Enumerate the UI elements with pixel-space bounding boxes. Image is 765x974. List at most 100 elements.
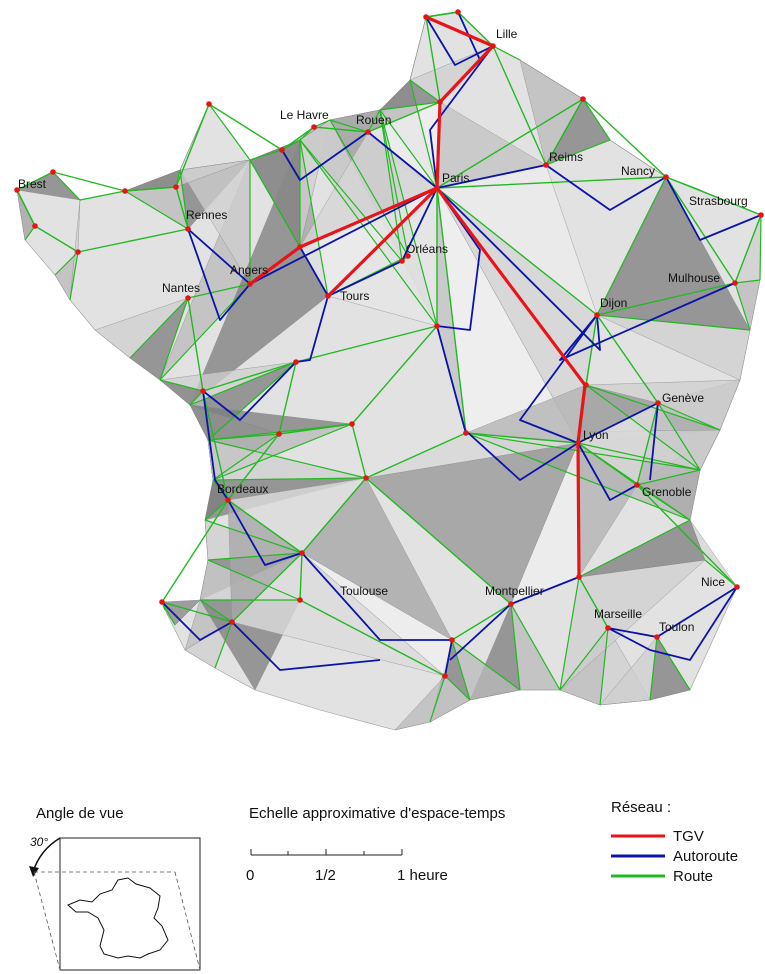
route-edge (492, 45, 521, 61)
city-point (399, 258, 405, 264)
view-angle-title: Angle de vue (36, 805, 124, 822)
summit-point (455, 9, 461, 15)
city-label-geneve: Genève (662, 391, 704, 405)
view-plane-box (59, 837, 201, 971)
route-edge (79, 190, 126, 201)
city-label-marseille: Marseille (594, 607, 642, 621)
summit-point (423, 14, 429, 20)
summit-point (434, 323, 440, 329)
route-edge (161, 601, 176, 626)
route-edge (124, 190, 189, 230)
route-edge (281, 139, 301, 151)
route-edge (409, 79, 438, 189)
route-edge (545, 139, 611, 166)
route-edge (207, 552, 303, 561)
city-label-strasbourg: Strasbourg (689, 194, 748, 208)
summit-point (229, 619, 235, 625)
route-edge (189, 390, 204, 406)
route-edge (734, 279, 761, 284)
city-label-lyon: Lyon (583, 428, 609, 442)
city-point (311, 124, 317, 130)
route-edge (585, 314, 598, 386)
route-edge (159, 283, 251, 381)
autoroute-line (559, 282, 736, 361)
summit-point (297, 244, 303, 250)
route-edge (656, 636, 691, 691)
route-edge (545, 98, 584, 166)
route-edge (202, 390, 229, 501)
route-edge (559, 627, 609, 691)
autoroute-line (436, 164, 762, 241)
summit-point (363, 475, 369, 481)
route-edge (329, 119, 409, 257)
route-edge (208, 103, 251, 161)
route-edge (367, 109, 381, 133)
autoroute-line (607, 586, 738, 661)
route-edge (227, 433, 280, 501)
summit-point (279, 147, 285, 153)
city-point (575, 440, 581, 446)
city-label-angers: Angers (230, 263, 268, 277)
summit-point (463, 430, 469, 436)
route-edge (52, 171, 81, 201)
city-point (732, 280, 738, 286)
route-edge (212, 477, 367, 481)
route-edge (596, 176, 667, 316)
route-edge (636, 484, 691, 521)
route-edge (299, 599, 446, 677)
route-edge (54, 251, 79, 276)
route-edge (425, 11, 459, 18)
summit-point (293, 359, 299, 365)
city-point (434, 185, 440, 191)
city-label-reims: Reims (549, 150, 583, 164)
view-angle-value: 30° (30, 835, 48, 849)
summit-point (276, 431, 282, 437)
summit-point (583, 382, 589, 388)
scale-tick-1: 1 heure (397, 867, 448, 884)
route-edge (295, 325, 438, 363)
city-point (654, 634, 660, 640)
route-edge (379, 109, 409, 257)
summit-point (580, 96, 586, 102)
route-edge (734, 282, 751, 331)
summit-point (297, 597, 303, 603)
summit-point (200, 388, 206, 394)
city-label-brest: Brest (18, 177, 47, 191)
summit-point (75, 249, 81, 255)
autoroute-line (436, 325, 579, 481)
route-edge (227, 499, 303, 554)
route-edge (77, 228, 189, 253)
route-edge (299, 126, 315, 141)
summit-point (122, 188, 128, 194)
route-edge (351, 423, 367, 479)
city-label-nancy: Nancy (621, 164, 655, 178)
route-edge (159, 297, 189, 381)
route-edge (510, 603, 521, 691)
view-angle-panel: Angle de vue 30° (29, 805, 201, 971)
city-point (663, 174, 669, 180)
city-point (14, 187, 20, 193)
route-edge (175, 103, 210, 188)
route-edge (299, 139, 438, 327)
france-outline-mini (67, 877, 169, 959)
route-edge (52, 171, 126, 192)
route-edge (161, 601, 233, 623)
route-edge (636, 469, 701, 486)
route-edge (436, 187, 467, 434)
city-point (508, 601, 514, 607)
tgv-network (248, 15, 587, 579)
city-point (605, 625, 611, 631)
route-edge (596, 314, 751, 331)
city-label-montpellier: Montpellier (485, 584, 544, 598)
summit-point (576, 574, 582, 580)
route-edge (179, 169, 189, 230)
route-edge (299, 139, 329, 297)
route-edge (199, 599, 233, 623)
route-edge (578, 576, 609, 629)
route-edge (759, 214, 762, 281)
city-label-nice: Nice (701, 575, 725, 589)
route-edge (657, 402, 701, 471)
route-edge (657, 402, 721, 431)
city-label-nantes: Nantes (162, 281, 200, 295)
route-edge (175, 186, 189, 230)
